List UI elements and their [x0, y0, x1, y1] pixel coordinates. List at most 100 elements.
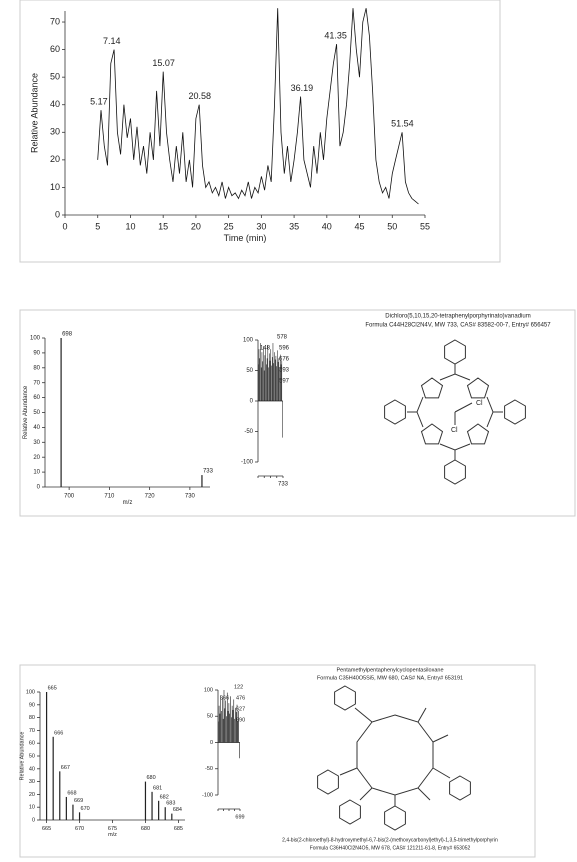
y-axis-label: Relative Abundance — [19, 732, 25, 781]
y-tick-label: 30 — [33, 440, 40, 446]
spectrum-bar — [230, 696, 231, 743]
spectrum-bar — [271, 357, 273, 401]
spectrum-bar — [280, 354, 281, 401]
peak-label: 20.58 — [188, 91, 211, 101]
y-tick-label: 0 — [32, 817, 35, 823]
peak-label: 666 — [54, 730, 63, 736]
mini-axis-label: 733 — [278, 482, 289, 488]
peak-label: 733 — [203, 469, 214, 475]
peak-label: 36.19 — [291, 83, 314, 93]
atom-label: Cl — [476, 400, 483, 407]
y-tick-label: 90 — [33, 350, 40, 356]
peak-label: 670 — [81, 806, 90, 812]
spectrum-bar — [158, 800, 160, 820]
y-tick-label: 20 — [33, 455, 40, 461]
spectrum-bar — [226, 716, 227, 743]
spectrum-bar — [273, 363, 274, 401]
spectrum-bar — [279, 369, 280, 401]
y-axis-label: Relative Abundance — [30, 73, 40, 153]
x-tick-label: 25 — [224, 221, 234, 231]
x-tick-label: 730 — [185, 494, 196, 500]
x-tick-label: 40 — [322, 221, 332, 231]
y-tick-label: 0 — [55, 209, 60, 219]
x-tick-label: 720 — [145, 494, 156, 500]
spectrum-bar — [263, 346, 264, 401]
spectrum-bar — [220, 695, 222, 743]
compound-title: 2,4-bis(2-chloroethyl)-8-hydroxymethyl-6… — [282, 837, 498, 843]
spectrum-bar — [218, 705, 220, 743]
y-tick-label: 30 — [50, 127, 60, 137]
spectrum-bar — [72, 804, 74, 820]
y-tick-label: 70 — [29, 728, 35, 734]
spectrum-bar — [224, 708, 226, 743]
peak-label: 665 — [48, 685, 57, 691]
spectrum-frame — [19, 664, 536, 858]
x-tick-label: 675 — [108, 826, 117, 832]
spectrum-bar — [226, 692, 228, 743]
spectrum-bar — [277, 350, 278, 401]
y-tick-label: 50 — [207, 714, 213, 720]
y-tick-label: -100 — [241, 460, 254, 466]
spectrum-bar — [223, 690, 225, 743]
spectrum-bar — [280, 364, 282, 401]
spectrum-bar — [266, 358, 268, 401]
spectrum-bar — [277, 361, 279, 401]
y-tick-label: 10 — [33, 470, 40, 476]
y-tick-label: 80 — [33, 365, 40, 371]
y-tick-label: 10 — [50, 182, 60, 192]
x-tick-label: 10 — [125, 221, 135, 231]
spectrum-bar — [269, 360, 271, 401]
spectrum-bar — [45, 692, 48, 820]
peak-label: 684 — [173, 807, 182, 813]
spectrum-bar — [269, 353, 270, 401]
spectrum-bar — [238, 711, 239, 743]
x-tick-label: 5 — [95, 221, 100, 231]
y-tick-label: 70 — [50, 16, 60, 26]
peak-label: 597 — [279, 379, 290, 385]
y-tick-label: -50 — [205, 766, 213, 772]
y-tick-label: 0 — [250, 399, 254, 405]
x-tick-label: 680 — [141, 826, 150, 832]
peak-label: 667 — [61, 765, 70, 771]
x-axis-label: Time (min) — [224, 233, 267, 243]
x-tick-label: 55 — [420, 221, 430, 231]
spectrum-bar — [225, 700, 226, 743]
spectrum-bar — [261, 352, 263, 401]
peak-label: 476 — [236, 695, 245, 701]
peak-label: 681 — [153, 785, 162, 791]
x-tick-label: 0 — [62, 221, 67, 231]
spectrum-bar — [271, 365, 272, 401]
spectrum-bar — [260, 367, 262, 401]
peak-label: 5.17 — [90, 97, 108, 107]
x-tick-label: 670 — [75, 826, 84, 832]
peak-label: 698 — [62, 332, 73, 338]
peak-label: 596 — [279, 346, 290, 352]
spectrum-bar — [219, 713, 221, 743]
spectrum-bar — [265, 347, 266, 401]
peak-label: 51.54 — [391, 119, 414, 129]
peak-label: 627 — [236, 706, 245, 712]
x-tick-label: 15 — [158, 221, 168, 231]
peak-label: 366 — [220, 695, 229, 701]
molecule-structure — [317, 685, 471, 831]
peak-label: 676 — [279, 357, 290, 363]
y-tick-label: 20 — [29, 792, 35, 798]
spectrum-bar — [218, 721, 219, 743]
spectrum-bar — [274, 359, 276, 401]
spectrum-bar — [222, 697, 223, 743]
y-tick-label: 50 — [33, 410, 40, 416]
y-tick-label: 10 — [29, 805, 35, 811]
y-tick-label: 60 — [33, 395, 40, 401]
peak-label: 41.35 — [324, 30, 347, 40]
x-tick-label: 685 — [174, 826, 183, 832]
x-axis-label: m/z — [108, 832, 117, 838]
compound-formula: Formula C36H40Cl2N4O5, MW 678, CAS# 1212… — [310, 845, 471, 851]
peak-label: 148 — [260, 346, 271, 352]
peak-label: 15.07 — [152, 58, 175, 68]
spectrum-bar — [259, 358, 260, 401]
spectrum-bar — [262, 361, 263, 401]
mini-axis-label: 699 — [235, 814, 244, 820]
peak-label: 690 — [236, 717, 245, 723]
spectrum-bar — [222, 718, 224, 743]
